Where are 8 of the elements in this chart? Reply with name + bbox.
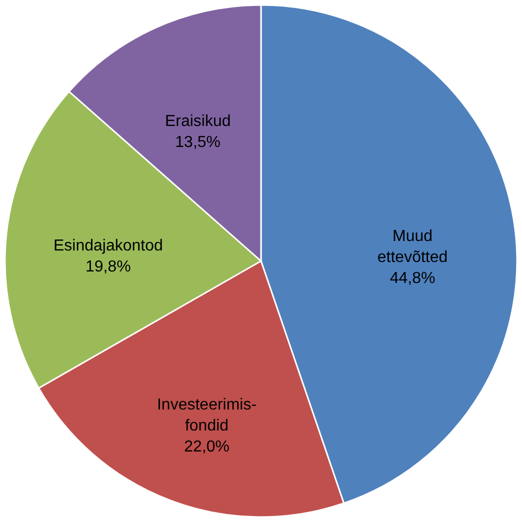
data-label: 22,0% (184, 438, 230, 456)
slice-label: Esindajakontod (53, 237, 163, 254)
slice-label: Muud ettevõtted (377, 228, 448, 266)
slice-label: Investeerimis-fondid (156, 396, 257, 435)
data-label: 44,8% (390, 270, 436, 287)
data-label: 13,5% (175, 134, 221, 151)
slice-label: Eraisikud (164, 112, 231, 130)
data-label: 19,8% (86, 258, 131, 276)
